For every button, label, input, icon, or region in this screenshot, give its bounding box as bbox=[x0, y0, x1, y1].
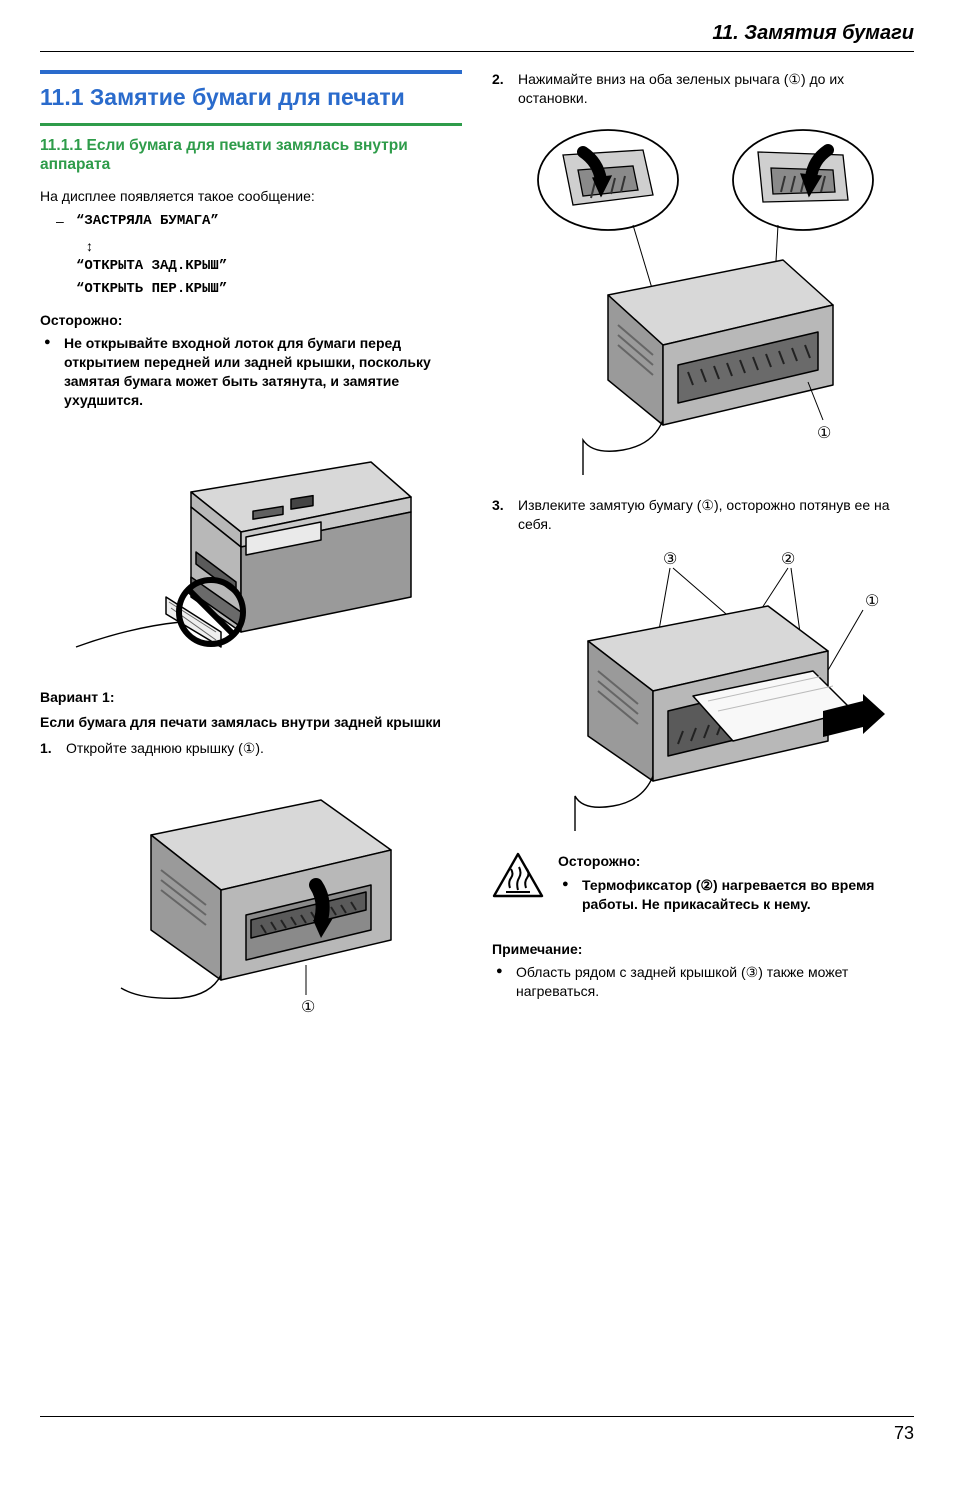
updown-arrow-icon: ↕ bbox=[86, 237, 462, 256]
display-intro-text: На дисплее появляется такое сообщение: bbox=[40, 187, 462, 206]
display-messages: – “ЗАСТРЯЛА БУМАГА” ↕ “ОТКРЫТА ЗАД.КРЫШ”… bbox=[56, 212, 462, 300]
figure-printer-rear-open: ① bbox=[40, 770, 462, 1020]
section-title: 11.1 Замятие бумаги для печати bbox=[40, 82, 462, 113]
figure-green-levers: ① bbox=[492, 120, 914, 480]
callout-3: ③ bbox=[663, 551, 677, 568]
warning-list: Термофиксатор (②) нагревается во время р… bbox=[558, 876, 914, 914]
step-2-num: 2. bbox=[492, 70, 518, 108]
warning-text-block: Осторожно: Термофиксатор (②) нагревается… bbox=[558, 852, 914, 927]
caution-label: Осторожно: bbox=[40, 311, 462, 330]
subsection-rule bbox=[40, 123, 462, 126]
right-column: 2. Нажимайте вниз на оба зеленых рычага … bbox=[492, 70, 914, 1036]
subsection-title: 11.1.1 Если бумага для печати замялась в… bbox=[40, 136, 462, 175]
warning-caution-label: Осторожно: bbox=[558, 852, 914, 871]
variant-text: Если бумага для печати замялась внутри з… bbox=[40, 713, 462, 732]
callout-1c: ① bbox=[865, 593, 879, 610]
warning-text: Термофиксатор (②) нагревается во время р… bbox=[582, 876, 914, 914]
note-list: Область рядом с задней крышкой (③) также… bbox=[492, 963, 914, 1001]
pull-paper-illustration: ③ ② ① bbox=[513, 546, 893, 836]
printer-front-illustration bbox=[71, 422, 431, 672]
warning-block: Осторожно: Термофиксатор (②) нагревается… bbox=[492, 852, 914, 927]
display-msg-1: “ЗАСТРЯЛА БУМАГА” bbox=[76, 212, 219, 231]
step-2-text: Нажимайте вниз на оба зеленых рычага (①)… bbox=[518, 70, 914, 108]
callout-2: ② bbox=[781, 551, 795, 568]
footer-rule bbox=[40, 1416, 914, 1417]
step-3-text: Извлеките замятую бумагу (①), осторожно … bbox=[518, 496, 914, 534]
callout-1: ① bbox=[301, 999, 315, 1016]
step-1-text: Откройте заднюю крышку (①). bbox=[66, 739, 462, 758]
printer-rear-illustration: ① bbox=[91, 770, 411, 1020]
display-msg-3: “ОТКРЫТЬ ПЕР.КРЫШ” bbox=[76, 280, 462, 299]
variant-label: Вариант 1: bbox=[40, 688, 462, 707]
left-column: 11.1 Замятие бумаги для печати 11.1.1 Ес… bbox=[40, 70, 462, 1036]
section-accent-bar bbox=[40, 70, 462, 74]
note-text: Область рядом с задней крышкой (③) также… bbox=[516, 963, 914, 1001]
hot-surface-warning-icon bbox=[492, 852, 544, 898]
step-3: 3. Извлеките замятую бумагу (①), осторож… bbox=[492, 496, 914, 534]
page-number: 73 bbox=[40, 1421, 914, 1445]
dash-bullet: – bbox=[56, 212, 76, 235]
steps-right-3: 3. Извлеките замятую бумагу (①), осторож… bbox=[492, 496, 914, 534]
caution-item: Не открывайте входной лоток для бумаги п… bbox=[64, 334, 462, 410]
two-column-layout: 11.1 Замятие бумаги для печати 11.1.1 Ес… bbox=[40, 70, 914, 1036]
figure-printer-front-prohibit bbox=[40, 422, 462, 672]
figure-pull-paper: ③ ② ① bbox=[492, 546, 914, 836]
chapter-header-row: 11. Замятия бумаги bbox=[40, 20, 914, 52]
step-3-num: 3. bbox=[492, 496, 518, 534]
steps-right-2: 2. Нажимайте вниз на оба зеленых рычага … bbox=[492, 70, 914, 108]
step-1-num: 1. bbox=[40, 739, 66, 758]
caution-list: Не открывайте входной лоток для бумаги п… bbox=[40, 334, 462, 410]
green-levers-illustration: ① bbox=[513, 120, 893, 480]
note-label: Примечание: bbox=[492, 940, 914, 959]
step-2: 2. Нажимайте вниз на оба зеленых рычага … bbox=[492, 70, 914, 108]
chapter-title: 11. Замятия бумаги bbox=[40, 20, 914, 47]
header-rule bbox=[40, 51, 914, 52]
display-msg-2: “ОТКРЫТА ЗАД.КРЫШ” bbox=[76, 257, 462, 276]
step-1: 1. Откройте заднюю крышку (①). bbox=[40, 739, 462, 758]
callout-1b: ① bbox=[817, 425, 831, 442]
steps-left: 1. Откройте заднюю крышку (①). bbox=[40, 739, 462, 758]
